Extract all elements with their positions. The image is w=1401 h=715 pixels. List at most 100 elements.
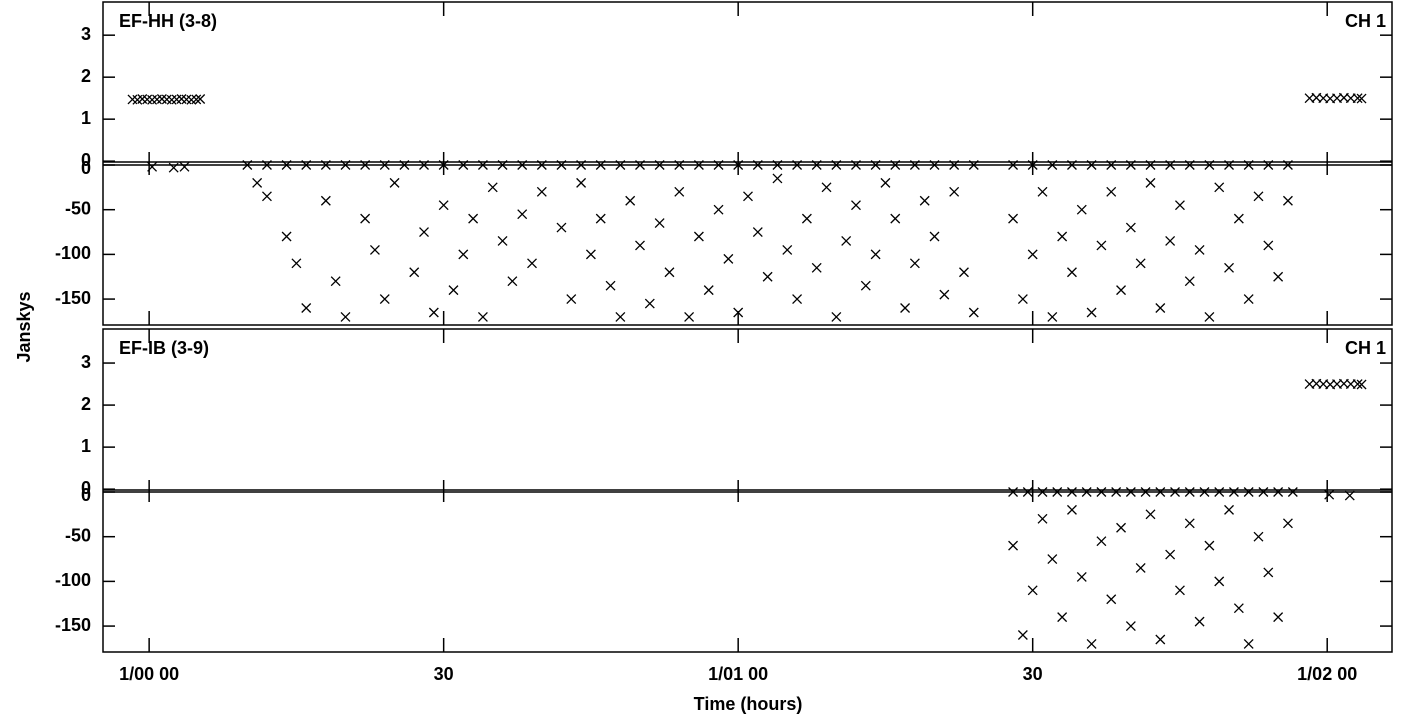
data-point	[1282, 518, 1293, 529]
data-point	[1253, 191, 1264, 202]
data-point	[851, 200, 861, 211]
data-point	[1096, 487, 1107, 497]
data-point	[1184, 487, 1195, 497]
data-point	[1170, 487, 1180, 497]
data-point	[851, 160, 861, 170]
data-point	[1214, 487, 1225, 497]
data-point	[142, 94, 153, 105]
plot-frame	[102, 1, 1393, 326]
data-point	[1125, 487, 1136, 497]
panel-annotation: CH 1	[1345, 11, 1386, 31]
x-tick-label: 1/01 00	[708, 664, 768, 684]
data-point	[1356, 93, 1367, 104]
data-point	[1067, 160, 1077, 170]
data-point	[419, 160, 429, 170]
data-point	[320, 195, 331, 206]
data-point	[1243, 487, 1254, 497]
data-point	[156, 94, 167, 104]
data-point	[438, 160, 449, 170]
data-point	[1263, 240, 1274, 251]
data-point	[870, 160, 881, 170]
data-point	[635, 240, 645, 251]
y2-tick-label: 0	[81, 485, 91, 505]
data-point	[1057, 612, 1068, 623]
data-point	[919, 195, 930, 206]
data-point	[161, 94, 172, 105]
data-point	[576, 177, 587, 188]
data-point	[811, 262, 822, 273]
data-point	[733, 160, 744, 170]
data-point	[497, 160, 508, 170]
data-point	[340, 311, 351, 322]
data-point	[615, 311, 626, 322]
data-point	[1111, 487, 1122, 497]
data-point	[566, 294, 577, 305]
data-point	[340, 160, 351, 170]
data-point	[1352, 93, 1363, 104]
data-point	[458, 160, 469, 170]
data-point	[147, 161, 158, 172]
data-point	[733, 307, 744, 318]
data-point	[1273, 612, 1284, 623]
data-point	[1008, 540, 1019, 551]
x-tick-label: 1/02 00	[1297, 664, 1357, 684]
data-point	[517, 209, 528, 220]
data-point	[585, 249, 596, 260]
data-point	[1145, 177, 1156, 188]
data-point	[1086, 638, 1097, 649]
data-point	[654, 160, 665, 170]
data-point	[860, 280, 871, 291]
data-point	[1140, 487, 1151, 497]
data-point	[1052, 487, 1063, 497]
data-point	[1155, 634, 1166, 645]
data-point	[1047, 554, 1058, 564]
data-point	[703, 285, 714, 296]
data-point	[605, 280, 616, 291]
data-point	[1135, 258, 1146, 269]
data-point	[301, 160, 312, 170]
data-point	[507, 276, 518, 287]
data-point	[870, 249, 881, 260]
y-tick-label: 2	[81, 394, 91, 414]
data-point	[713, 160, 724, 170]
data-point	[1086, 307, 1097, 318]
data-point	[176, 94, 187, 104]
y-tick-label: 0	[81, 150, 91, 170]
data-point	[654, 218, 665, 229]
data-point	[1324, 489, 1335, 500]
y2-tick-label: 0	[81, 158, 91, 178]
data-point	[1243, 638, 1254, 649]
data-point	[1228, 487, 1239, 497]
data-point	[693, 160, 704, 170]
data-point	[1233, 213, 1244, 224]
data-point	[1282, 160, 1293, 170]
data-point	[1037, 186, 1048, 197]
data-point	[1145, 160, 1156, 170]
panel-title: EF-IB (3-9)	[119, 338, 209, 358]
data-point	[438, 200, 449, 211]
data-point	[1184, 276, 1195, 287]
data-point	[841, 236, 852, 246]
data-point	[1116, 522, 1126, 533]
data-point	[181, 94, 192, 105]
panel-annotation: CH 1	[1345, 338, 1386, 358]
data-point	[1344, 490, 1355, 501]
x-tick-label: 30	[1023, 664, 1043, 684]
data-point	[291, 258, 302, 269]
data-point	[625, 195, 636, 206]
data-point	[792, 160, 803, 170]
data-point	[1076, 571, 1087, 582]
data-point	[1096, 240, 1107, 251]
data-point	[1174, 200, 1185, 211]
data-point	[1022, 487, 1033, 497]
data-point	[448, 285, 459, 296]
data-point	[1165, 549, 1176, 560]
data-point	[664, 267, 675, 278]
data-point	[1037, 513, 1048, 524]
data-point	[713, 204, 724, 215]
data-point	[880, 177, 891, 188]
data-point	[1273, 271, 1284, 282]
data-point	[831, 311, 842, 322]
data-point	[1243, 294, 1254, 305]
